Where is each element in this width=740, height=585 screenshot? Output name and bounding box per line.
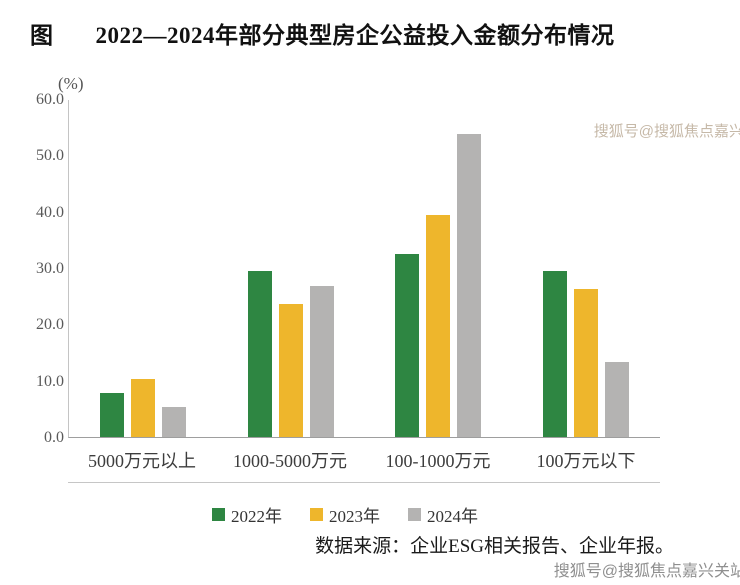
x-axis-labels: 5000万元以上 1000-5000万元 100-1000万元 100万元以下: [68, 447, 660, 473]
x-category-label: 100-1000万元: [385, 451, 491, 471]
legend-item: 2022年: [212, 502, 282, 527]
bar-group: [365, 100, 513, 437]
legend-item: 2023年: [310, 502, 380, 527]
bar-2023年-100-1000万元: [426, 215, 451, 437]
legend-item: 2024年: [408, 502, 478, 527]
bar-2024年-5000万元以上: [161, 406, 186, 437]
chart-area: 0.0 10.0 20.0 30.0 40.0 50.0 60.0: [20, 91, 660, 446]
legend-swatch-icon: [212, 508, 225, 521]
y-tick-label: 20.0: [36, 316, 64, 334]
y-tick-label: 60.0: [36, 91, 64, 108]
legend-swatch-icon: [310, 508, 323, 521]
bar-2022年-100万元以下: [543, 270, 568, 437]
bar-2022年-100-1000万元: [395, 254, 420, 437]
y-tick-label: 10.0: [36, 372, 64, 390]
x-category-label: 100万元以下: [536, 451, 636, 471]
bar-2023年-100万元以下: [574, 289, 599, 437]
legend-label: 2022年: [231, 507, 282, 526]
data-source-note: 数据来源：企业ESG相关报告、企业年报。: [315, 536, 674, 557]
y-axis-labels: 0.0 10.0 20.0 30.0 40.0 50.0 60.0: [20, 91, 64, 446]
legend-label: 2023年: [329, 507, 380, 526]
bar-2024年-1000-5000万元: [309, 286, 334, 437]
axis-separator-line: [68, 482, 660, 483]
y-tick-label: 50.0: [36, 147, 64, 165]
bar-2022年-1000-5000万元: [247, 270, 272, 437]
y-tick-label: 0.0: [44, 429, 64, 446]
bar-2023年-5000万元以上: [130, 378, 155, 437]
bar-2024年-100-1000万元: [457, 133, 482, 437]
y-tick-label: 30.0: [36, 260, 64, 277]
bar-group: [69, 100, 217, 437]
legend-swatch-icon: [408, 508, 421, 521]
x-category-label: 5000万元以上: [88, 451, 196, 471]
y-axis-unit-label: (%): [58, 74, 84, 93]
plot-area: [68, 100, 660, 438]
x-category-label: 1000-5000万元: [233, 451, 347, 471]
watermark-side: 搜狐号@搜狐焦点嘉兴关站: [593, 123, 740, 140]
bar-2023年-1000-5000万元: [278, 304, 303, 437]
figure-label: 图: [30, 23, 54, 48]
bar-group: [512, 100, 660, 437]
chart-title-row: 图 2022—2024年部分典型房企公益投入金额分布情况: [30, 16, 615, 50]
bar-2024年-100万元以下: [605, 362, 630, 437]
chart-title: 2022—2024年部分典型房企公益投入金额分布情况: [95, 23, 615, 48]
legend: 2022年 2023年 2024年: [0, 502, 715, 527]
bar-2022年-5000万元以上: [99, 392, 124, 437]
bar-group: [217, 100, 365, 437]
y-tick-label: 40.0: [36, 203, 64, 221]
watermark-bottom: 搜狐号@搜狐焦点嘉兴关站: [553, 563, 740, 580]
legend-label: 2024年: [427, 507, 478, 526]
